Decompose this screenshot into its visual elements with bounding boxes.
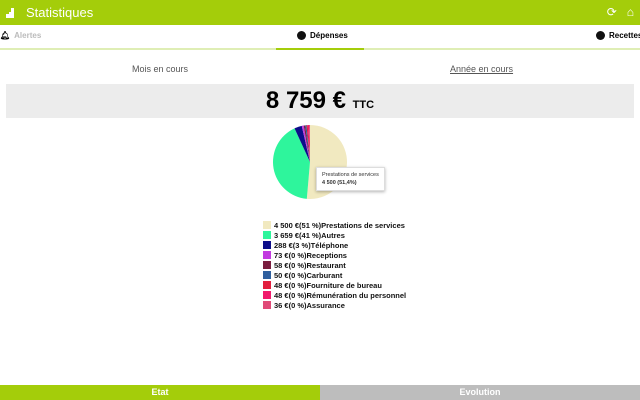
legend-item: 3 659 €(41 %)Autres bbox=[263, 230, 406, 240]
pie-chart-icon bbox=[297, 31, 306, 40]
legend-swatch bbox=[263, 271, 271, 279]
refresh-icon[interactable]: ⟳ bbox=[606, 5, 617, 19]
home-icon[interactable]: ⌂ bbox=[626, 5, 634, 19]
legend-swatch bbox=[263, 221, 271, 229]
pie-slice-2[interactable] bbox=[294, 125, 310, 162]
tab-depenses[interactable]: Dépenses bbox=[297, 31, 348, 40]
legend-label: 3 659 €(41 %)Autres bbox=[274, 230, 345, 240]
current-month-button[interactable]: Mois en cours bbox=[132, 64, 189, 74]
total-value: 8 759 € bbox=[265, 87, 346, 114]
legend-label: 58 €(0 %)Restaurant bbox=[274, 260, 346, 270]
pie-slice-5[interactable] bbox=[305, 125, 310, 162]
chart-legend: 4 500 €(51 %)Prestations de services 3 65… bbox=[263, 220, 406, 310]
legend-label: 48 €(0 %)Rémunération du personnel bbox=[274, 290, 407, 300]
tab-evolution[interactable]: Evolution bbox=[320, 385, 640, 400]
legend-item: 50 €(0 %)Carburant bbox=[263, 270, 406, 280]
page-title: Statistiques bbox=[26, 5, 94, 20]
legend-swatch bbox=[263, 301, 271, 309]
bell-icon: 🔔︎ bbox=[0, 31, 11, 40]
tooltip-label: Prestations de services bbox=[322, 172, 379, 178]
legend-swatch bbox=[263, 231, 271, 239]
pie-slice-3[interactable] bbox=[301, 125, 310, 162]
legend-label: 4 500 €(51 %)Prestations de services bbox=[274, 220, 405, 230]
legend-swatch bbox=[263, 241, 271, 249]
total-suffix: TTC bbox=[352, 99, 375, 111]
legend-swatch bbox=[263, 251, 271, 259]
current-year-button[interactable]: Année en cours bbox=[450, 64, 514, 74]
tab-bar: 🔔︎ Alertes Dépenses Recettes bbox=[0, 25, 640, 50]
active-tab-indicator bbox=[276, 48, 364, 50]
tab-etat[interactable]: Etat bbox=[0, 385, 320, 400]
legend-item: 4 500 €(51 %)Prestations de services bbox=[263, 220, 406, 230]
tab-recettes[interactable]: Recettes bbox=[596, 31, 640, 40]
chart-tooltip: Prestations de services 4 500 (51,4%) bbox=[316, 167, 385, 191]
app-header: Statistiques ⟳ ⌂ bbox=[0, 0, 640, 25]
pie-slice-6[interactable] bbox=[306, 125, 310, 162]
bar-chart-icon bbox=[6, 7, 16, 18]
legend-label: 50 €(0 %)Carburant bbox=[274, 270, 343, 280]
legend-item: 36 €(0 %)Assurance bbox=[263, 300, 406, 310]
legend-swatch bbox=[263, 291, 271, 299]
pie-slice-1[interactable] bbox=[273, 128, 310, 199]
tab-alertes[interactable]: 🔔︎ Alertes bbox=[0, 31, 42, 40]
legend-swatch bbox=[263, 281, 271, 289]
legend-item: 73 €(0 %)Receptions bbox=[263, 250, 406, 260]
legend-item: 48 €(0 %)Fourniture de bureau bbox=[263, 280, 406, 290]
legend-label: 73 €(0 %)Receptions bbox=[274, 250, 347, 260]
tooltip-value: 4 500 (51,4%) bbox=[322, 180, 357, 186]
legend-item: 48 €(0 %)Rémunération du personnel bbox=[263, 290, 406, 300]
legend-label: 36 €(0 %)Assurance bbox=[274, 300, 345, 310]
pie-slice-4[interactable] bbox=[303, 125, 310, 162]
legend-item: 58 €(0 %)Restaurant bbox=[263, 260, 406, 270]
legend-label: 48 €(0 %)Fourniture de bureau bbox=[274, 280, 382, 290]
pie-slice-7[interactable] bbox=[307, 125, 310, 162]
pie-chart-icon bbox=[596, 31, 605, 40]
pie-slice-8[interactable] bbox=[309, 125, 310, 162]
legend-label: 288 €(3 %)Téléphone bbox=[274, 240, 349, 250]
legend-item: 288 €(3 %)Téléphone bbox=[263, 240, 406, 250]
legend-swatch bbox=[263, 261, 271, 269]
total-amount: 8 759 € TTC bbox=[6, 84, 634, 118]
